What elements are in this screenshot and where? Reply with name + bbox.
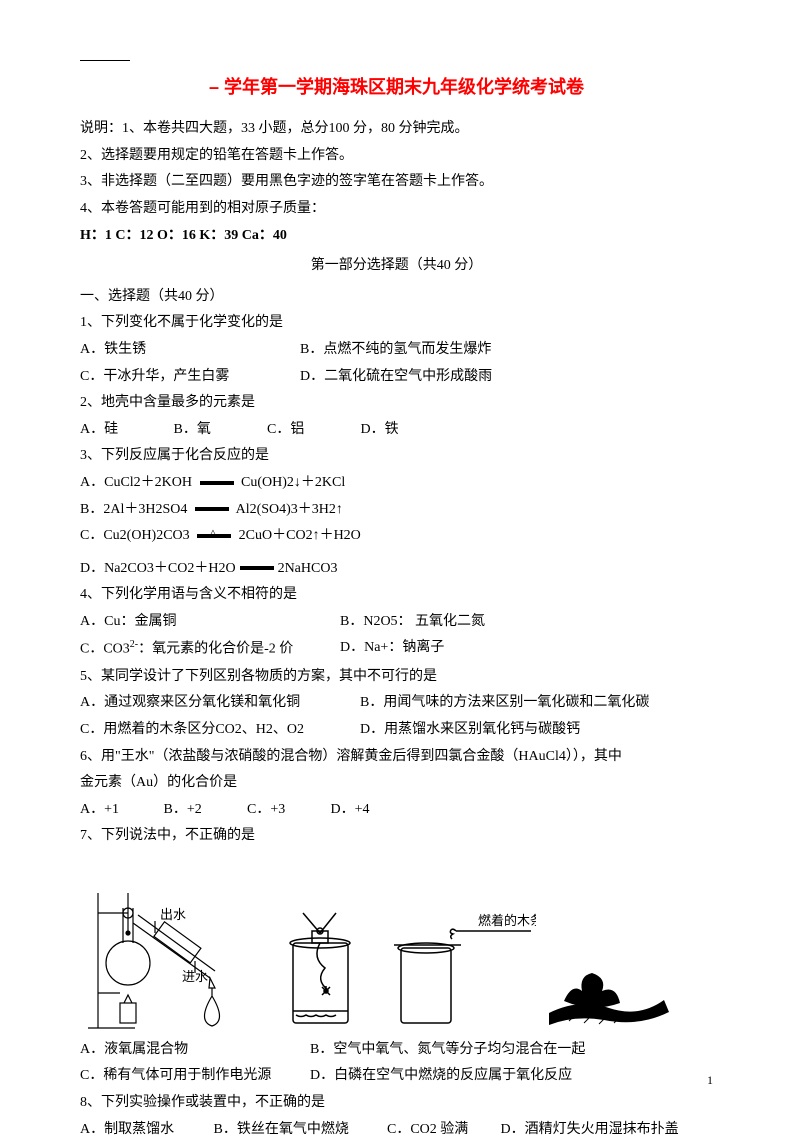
q2-opt-b: B．氧 xyxy=(174,417,264,444)
burning-stick-label: 燃着的木条 xyxy=(478,913,536,928)
q4-opt-d: D．Na+：钠离子 xyxy=(340,635,444,663)
equals-line: △ xyxy=(197,534,231,538)
q2-opt-a: A．硅 xyxy=(80,417,170,444)
q7-opt-b: B．空气中氧气、氮气等分子均匀混合在一起 xyxy=(310,1037,585,1064)
q6-opt-c: C．+3 xyxy=(247,797,327,824)
in-water-label: 进水 xyxy=(182,969,208,984)
q8-opt-d: D．酒精灯失火用湿抹布扑盖 xyxy=(501,1122,679,1137)
page-number: 1 xyxy=(707,1069,713,1092)
q8-opt-c: C．CO2 验满 xyxy=(387,1117,497,1143)
q2: 2、地壳中含量最多的元素是 A．硅 B．氧 C．铝 D．铁 xyxy=(80,390,713,443)
q8-opt-a: A．制取蒸馏水 xyxy=(80,1117,210,1143)
instructions-block: 说明：1、本卷共四大题，33 小题，总分100 分，80 分钟完成。 2、选择题… xyxy=(80,116,713,249)
diagrams-row: 出水 进水 xyxy=(80,858,713,1033)
q7-opt-d: D．白磷在空气中燃烧的反应属于氧化反应 xyxy=(310,1063,572,1090)
q6-opt-b: B．+2 xyxy=(164,797,244,824)
q4: 4、下列化学用语与含义不相符的是 A．Cu：金属铜 B．N2O5： 五氧化二氮 … xyxy=(80,582,713,663)
q3-opt-a: A．CuCl2＋2KOH Cu(OH)2↓＋2KCl xyxy=(80,470,713,497)
top-rule xyxy=(80,60,130,61)
q1-opt-b: B．点燃不纯的氢气而发生爆炸 xyxy=(300,337,491,364)
equals-line xyxy=(195,507,229,511)
q5-opt-b: B．用闻气味的方法来区别一氧化碳和二氧化碳 xyxy=(360,690,649,717)
instr-4: 4、本卷答题可能用到的相对原子质量： xyxy=(80,196,713,223)
q1-opt-a: A．铁生锈 xyxy=(80,337,300,364)
wet-cloth-diagram xyxy=(544,933,674,1033)
q4-stem: 4、下列化学用语与含义不相符的是 xyxy=(80,582,713,609)
equals-line xyxy=(200,481,234,485)
q2-stem: 2、地壳中含量最多的元素是 xyxy=(80,390,713,417)
q1-opt-d: D．二氧化硫在空气中形成酸雨 xyxy=(300,364,492,391)
instr-1: 说明：1、本卷共四大题，33 小题，总分100 分，80 分钟完成。 xyxy=(80,116,713,143)
q3: 3、下列反应属于化合反应的是 A．CuCl2＋2KOH Cu(OH)2↓＋2KC… xyxy=(80,443,713,582)
exam-title: – 学年第一学期海珠区期末九年级化学统考试卷 xyxy=(80,70,713,104)
q1-opt-c: C．干冰升华，产生白雾 xyxy=(80,364,300,391)
q7-opt-a: A．液氧属混合物 xyxy=(80,1037,310,1064)
q8-stem: 8、下列实验操作或装置中，不正确的是 xyxy=(80,1090,713,1117)
q5-opt-a: A．通过观察来区分氧化镁和氧化铜 xyxy=(80,690,360,717)
atomic-masses: H：1 C：12 O：16 K：39 Ca：40 xyxy=(80,223,713,250)
q4-opt-b: B．N2O5： 五氧化二氮 xyxy=(340,609,485,636)
iron-burning-diagram xyxy=(268,903,378,1033)
q7: 7、下列说法中，不正确的是 xyxy=(80,823,713,850)
q7-stem: 7、下列说法中，不正确的是 xyxy=(80,823,713,850)
q6: 6、用"王水"（浓盐酸与浓硝酸的混合物）溶解黄金后得到四氯合金酸（HAuCl4）… xyxy=(80,744,713,824)
out-water-label: 出水 xyxy=(160,907,186,922)
q1: 1、下列变化不属于化学变化的是 A．铁生锈 B．点燃不纯的氢气而发生爆炸 C．干… xyxy=(80,310,713,390)
co2-check-diagram: 燃着的木条 xyxy=(386,913,536,1033)
q2-opt-c: C．铝 xyxy=(267,417,357,444)
q6-stem-1: 6、用"王水"（浓盐酸与浓硝酸的混合物）溶解黄金后得到四氯合金酸（HAuCl4）… xyxy=(80,744,713,771)
q6-stem-2: 金元素（Au）的化合价是 xyxy=(80,770,713,797)
q6-opt-d: D．+4 xyxy=(331,797,411,824)
q7-options: A．液氧属混合物 B．空气中氧气、氮气等分子均匀混合在一起 C．稀有气体可用于制… xyxy=(80,1037,713,1090)
q5: 5、某同学设计了下列区别各物质的方案，其中不可行的是 A．通过观察来区分氧化镁和… xyxy=(80,664,713,744)
q2-opt-d: D．铁 xyxy=(361,417,451,444)
section1-label: 一、选择题（共40 分） xyxy=(80,284,713,311)
equals-line xyxy=(240,566,274,570)
q5-stem: 5、某同学设计了下列区别各物质的方案，其中不可行的是 xyxy=(80,664,713,691)
distillation-diagram: 出水 进水 xyxy=(80,863,260,1033)
instr-3: 3、非选择题（二至四题）要用黑色字迹的签字笔在答题卡上作答。 xyxy=(80,169,713,196)
q3-opt-b: B．2Al＋3H2SO4 Al2(SO4)3＋3H2↑ xyxy=(80,497,713,524)
q5-opt-d: D．用蒸馏水来区别氧化钙与碳酸钙 xyxy=(360,717,580,744)
q8: 8、下列实验操作或装置中，不正确的是 A．制取蒸馏水 B．铁丝在氧气中燃烧 C．… xyxy=(80,1090,713,1143)
section1-title: 第一部分选择题（共40 分） xyxy=(80,253,713,280)
instr-2: 2、选择题要用规定的铅笔在答题卡上作答。 xyxy=(80,143,713,170)
q4-opt-c: C．CO32-：氧元素的化合价是-2 价 xyxy=(80,635,340,663)
q7-opt-c: C．稀有气体可用于制作电光源 xyxy=(80,1063,310,1090)
q1-stem: 1、下列变化不属于化学变化的是 xyxy=(80,310,713,337)
q5-opt-c: C．用燃着的木条区分CO2、H2、O2 xyxy=(80,717,360,744)
q6-opt-a: A．+1 xyxy=(80,797,160,824)
q3-opt-c: C．Cu2(OH)2CO3 △ 2CuO＋CO2↑＋H2O xyxy=(80,523,713,550)
q4-opt-a: A．Cu：金属铜 xyxy=(80,609,340,636)
q8-opt-b: B．铁丝在氧气中燃烧 xyxy=(214,1117,384,1143)
q3-stem: 3、下列反应属于化合反应的是 xyxy=(80,443,713,470)
q3-opt-d: D．Na2CO3＋CO2＋H2O2NaHCO3 xyxy=(80,556,713,583)
